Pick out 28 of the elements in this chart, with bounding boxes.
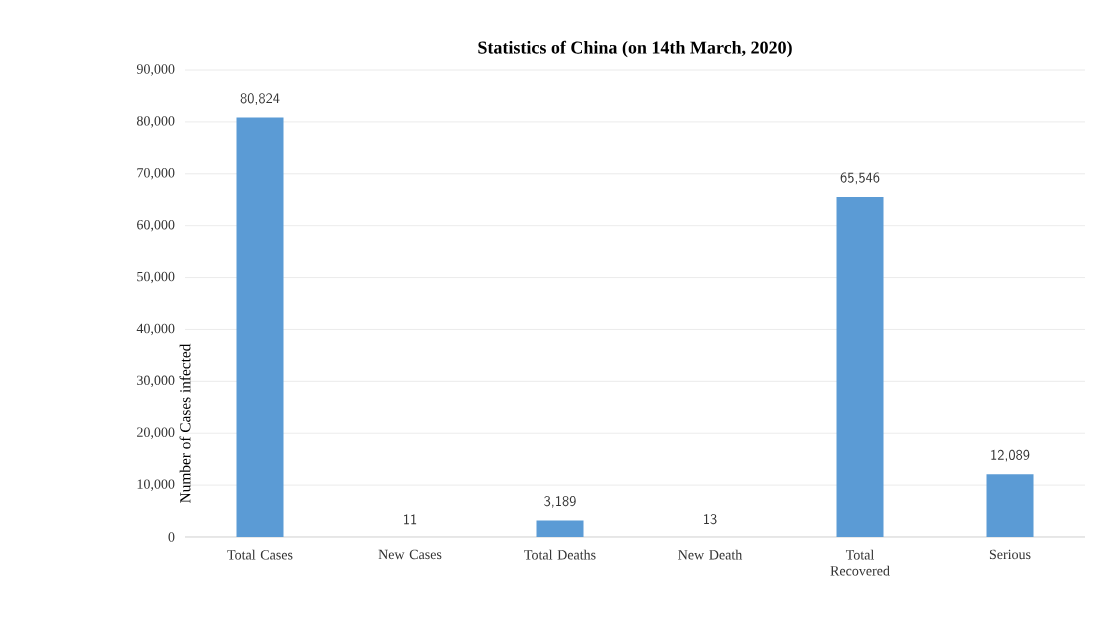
bar: [236, 117, 284, 537]
chart-title: Statistics of China (on 14th March, 2020): [478, 40, 792, 58]
y-tick-label: 80,000: [136, 116, 175, 128]
y-tick-label: 40,000: [136, 323, 175, 336]
y-tick-label: 10,000: [137, 479, 175, 491]
data-label: 12,089: [991, 449, 1030, 462]
bar: [836, 196, 884, 537]
x-tick-label: New Cases: [378, 549, 442, 560]
y-tick-label: 0: [168, 532, 175, 542]
x-tick-label: Total Recovered: [830, 549, 890, 576]
y-tick-label: 70,000: [137, 168, 175, 180]
data-label: 3,189: [544, 496, 576, 508]
y-tick-label: 30,000: [137, 375, 175, 388]
bar: [536, 520, 584, 537]
x-tick-label: Serious: [989, 549, 1031, 560]
bar: [986, 474, 1034, 537]
data-label: 13: [704, 514, 717, 525]
y-tick-label: 20,000: [137, 427, 175, 439]
y-tick-label: 50,000: [137, 271, 175, 284]
data-label: 65,546: [840, 172, 880, 185]
data-label: 11: [404, 514, 417, 525]
y-axis-title: Number of Cases infected: [179, 343, 191, 503]
y-tick-label: 60,000: [137, 219, 175, 232]
x-tick-label: Total Cases: [227, 549, 293, 560]
x-tick-label: Total Deaths: [524, 549, 596, 560]
data-label: 80,824: [240, 93, 280, 105]
x-tick-label: New Death: [678, 549, 743, 560]
y-tick-label: 90,000: [136, 64, 175, 76]
